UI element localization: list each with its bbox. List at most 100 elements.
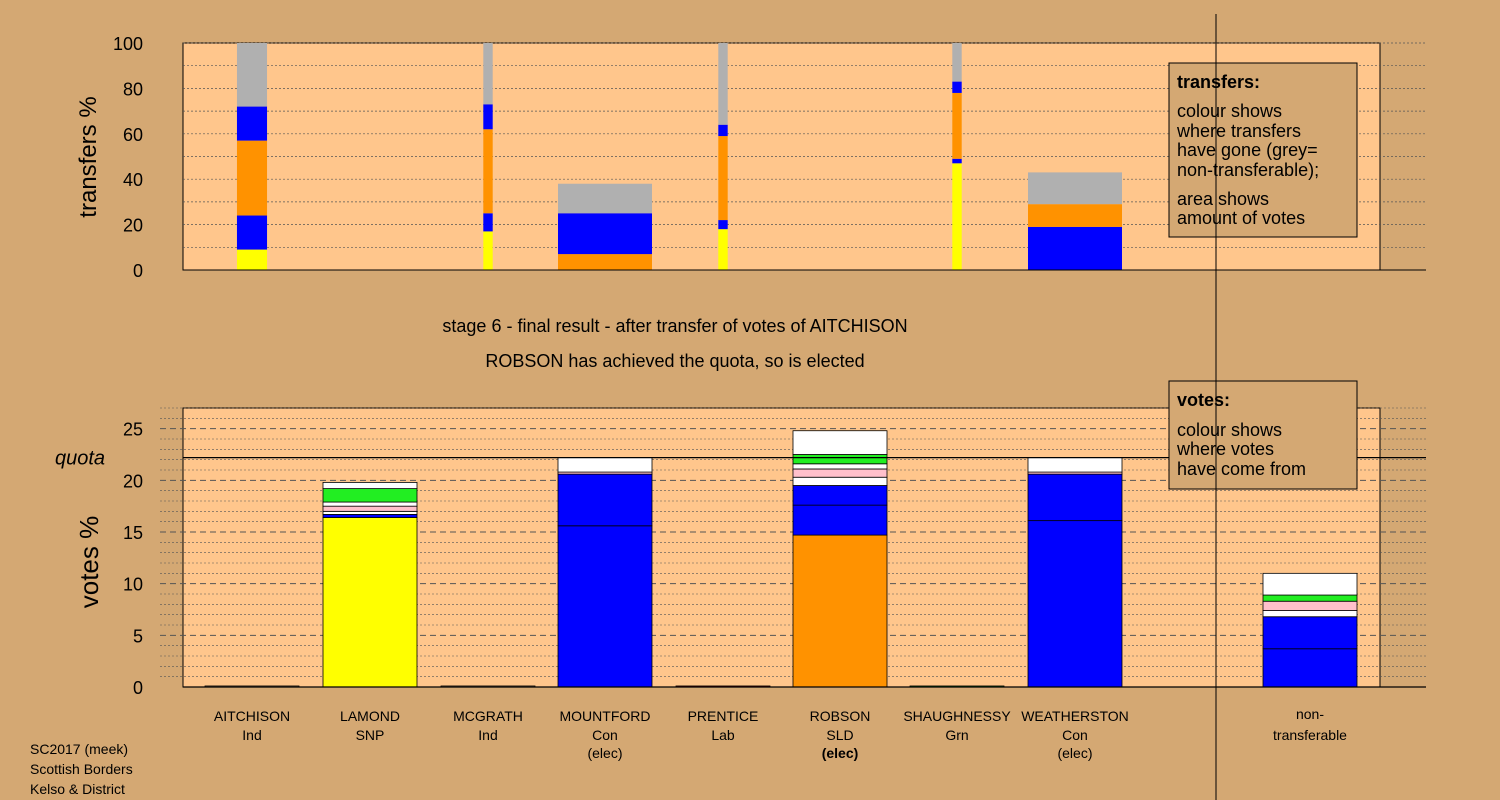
candidate-status: (elec) — [587, 745, 622, 761]
y-tick-label: 15 — [123, 523, 143, 543]
transfer-segment — [236, 215, 268, 250]
vote-segment — [792, 463, 888, 470]
candidate-party: Con — [1062, 727, 1088, 743]
y-tick-label: 5 — [133, 626, 143, 646]
y-tick-label: 10 — [123, 575, 143, 595]
transfer-segment — [236, 106, 268, 141]
footer-line: Kelso & District — [30, 781, 125, 797]
vote-segment — [1027, 520, 1123, 688]
quota-label: quota — [55, 448, 105, 470]
transfer-segment — [483, 43, 493, 105]
vote-segment — [792, 468, 888, 478]
candidate-name: PRENTICE — [688, 708, 759, 724]
legend-text: where votes — [1176, 439, 1274, 459]
transfer-segment — [952, 158, 962, 164]
candidate-status: (elec) — [1057, 745, 1092, 761]
transfer-segment — [558, 213, 652, 255]
transfer-segment — [952, 92, 962, 159]
transfer-segment — [558, 183, 652, 214]
vote-segment — [1262, 594, 1358, 602]
y-tick-label: 40 — [123, 170, 143, 190]
transfer-segment — [1028, 226, 1122, 270]
vote-segment — [557, 473, 653, 527]
vote-segment — [322, 501, 418, 507]
candidate-name: MCGRATH — [453, 708, 523, 724]
vote-segment — [792, 430, 888, 455]
transfer-segment — [1028, 204, 1122, 227]
transfer-segment — [483, 104, 493, 130]
candidate-party: Lab — [711, 727, 735, 743]
transfers-panel: 0 20 40 60 80 100 transfers % transfers: colour … — [75, 34, 1426, 281]
footer: SC2017 (meek) Scottish Borders Kelso & D… — [30, 741, 133, 797]
vote-segment — [557, 525, 653, 688]
y-tick-label: 80 — [123, 79, 143, 99]
transfer-segment — [718, 229, 728, 270]
votes-panel: 0 5 10 15 20 25 votes % quota votes: colour shows… — [55, 380, 1426, 698]
candidate-name: SHAUGHNESSY — [903, 708, 1011, 724]
candidate-status: (elec) — [822, 745, 859, 761]
vote-segment — [792, 534, 888, 688]
vote-segment — [1262, 648, 1358, 688]
candidate-labels: AITCHISON Ind LAMOND SNP MCGRATH Ind MOUNTFORD… — [214, 706, 1347, 761]
vote-segment — [792, 504, 888, 536]
transfer-segment — [236, 249, 268, 270]
vote-segment — [322, 488, 418, 503]
candidate-party: SLD — [826, 727, 853, 743]
footer-line: Scottish Borders — [30, 761, 133, 777]
candidate-name: WEATHERSTON — [1021, 708, 1129, 724]
legend-text: colour shows — [1177, 420, 1282, 440]
footer-line: SC2017 (meek) — [30, 741, 128, 757]
transfer-segment — [718, 43, 728, 125]
legend-title: transfers: — [1177, 72, 1260, 92]
nontransferable-label: transferable — [1273, 727, 1347, 743]
vote-segment — [1262, 600, 1358, 611]
vote-segment — [792, 454, 888, 465]
nontransferable-label: non- — [1296, 706, 1324, 722]
vote-segment — [1027, 457, 1123, 473]
legend-text: non-transferable); — [1177, 160, 1319, 180]
y-tick-label: 20 — [123, 471, 143, 491]
transfer-segment — [236, 43, 268, 107]
stage-title: stage 6 - final result - after transfer … — [442, 316, 907, 336]
candidate-name: AITCHISON — [214, 708, 290, 724]
transfer-segment — [558, 254, 652, 270]
y-axis-label: votes % — [74, 516, 104, 609]
vote-segment — [322, 517, 418, 688]
legend-title: votes: — [1177, 390, 1230, 410]
legend-text: colour shows — [1177, 101, 1282, 121]
y-tick-label: 100 — [113, 34, 143, 54]
transfer-segment — [718, 136, 728, 221]
y-tick-label: 25 — [123, 420, 143, 440]
vote-segment — [1262, 572, 1358, 596]
candidate-name: ROBSON — [810, 708, 871, 724]
vote-segment — [792, 485, 888, 506]
vote-segment — [322, 505, 418, 512]
candidate-name: LAMOND — [340, 708, 400, 724]
y-tick-label: 0 — [133, 261, 143, 281]
stage-subtitle: ROBSON has achieved the quota, so is ele… — [485, 351, 864, 371]
legend-text: have gone (grey= — [1177, 140, 1318, 160]
y-axis-label: transfers % — [75, 96, 102, 217]
candidate-name: MOUNTFORD — [560, 708, 651, 724]
legend-text: have come from — [1177, 459, 1306, 479]
transfer-segment — [952, 163, 962, 270]
legend-text: where transfers — [1176, 121, 1301, 141]
transfer-segment — [483, 231, 493, 270]
transfer-segment — [483, 213, 493, 232]
candidate-party: Ind — [242, 727, 261, 743]
y-tick-label: 60 — [123, 125, 143, 145]
vote-segment — [322, 514, 418, 518]
vote-segment — [557, 457, 653, 473]
candidate-party: Con — [592, 727, 618, 743]
transfer-segment — [1028, 172, 1122, 205]
legend-text: area shows — [1177, 189, 1269, 209]
candidate-party: SNP — [356, 727, 385, 743]
candidate-party: Grn — [945, 727, 968, 743]
transfer-segment — [718, 220, 728, 230]
y-tick-label: 0 — [133, 678, 143, 698]
y-tick-label: 20 — [123, 216, 143, 236]
vote-segment — [792, 476, 888, 486]
vote-segment — [1027, 473, 1123, 522]
vote-segment — [322, 481, 418, 489]
